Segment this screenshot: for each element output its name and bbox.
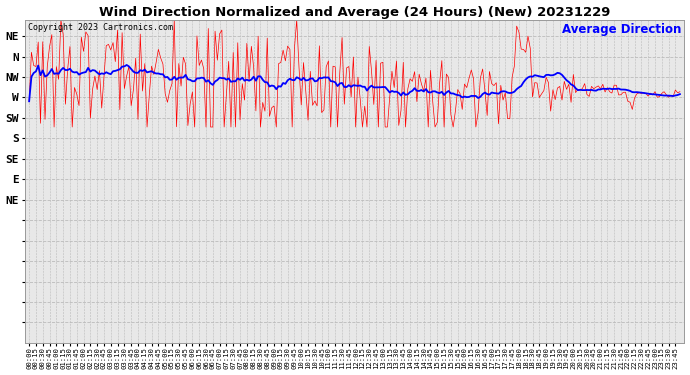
Text: Average Direction: Average Direction [562,23,681,36]
Text: Copyright 2023 Cartronics.com: Copyright 2023 Cartronics.com [28,23,173,32]
Title: Wind Direction Normalized and Average (24 Hours) (New) 20231229: Wind Direction Normalized and Average (2… [99,6,610,18]
